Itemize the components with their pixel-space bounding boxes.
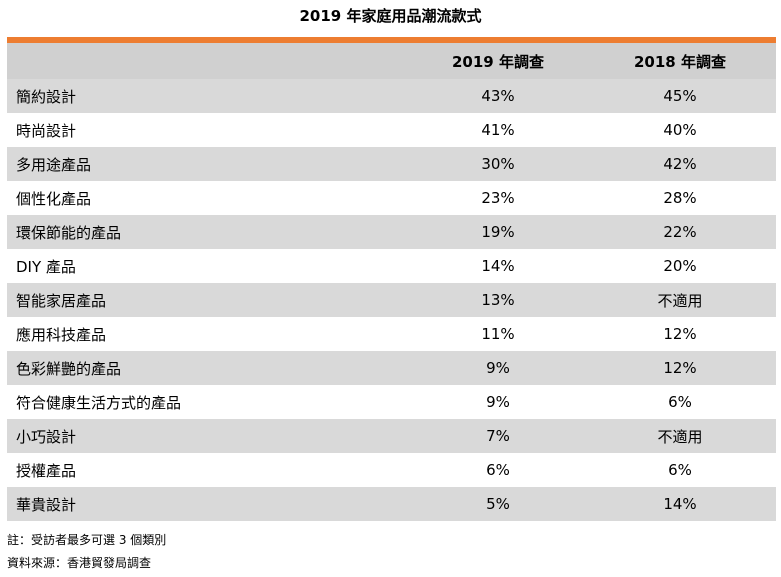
row-label: 智能家居產品 [16, 291, 107, 310]
table-row: 符合健康生活方式的產品 9% 6% [7, 385, 776, 419]
cell-2018: 不適用 [657, 427, 703, 446]
cell-2018: 40% [663, 121, 697, 139]
row-label: 簡約設計 [16, 87, 77, 106]
table-row: 簡約設計 43% 45% [7, 79, 776, 113]
row-label: 符合健康生活方式的產品 [16, 393, 182, 412]
cell-2018: 22% [663, 223, 697, 241]
header-category [7, 43, 412, 79]
row-label: 授權產品 [16, 461, 77, 480]
cell-2019: 6% [486, 461, 510, 479]
header-2019: 2019 年調查 [452, 52, 544, 71]
table-header-row: 2019 年調查 2018 年調查 [7, 43, 776, 79]
cell-2018: 6% [668, 393, 692, 411]
cell-2018: 20% [663, 257, 697, 275]
row-label: 小巧設計 [16, 427, 77, 446]
row-label: 色彩鮮艷的產品 [16, 359, 122, 378]
row-label: DIY 產品 [16, 257, 76, 276]
trend-table: 2019 年調查 2018 年調查 簡約設計 43% 45% 時尚設計 41% 40% 多用… [7, 43, 776, 521]
row-label: 華貴設計 [16, 495, 77, 514]
cell-2019: 9% [486, 359, 510, 377]
table-row: 智能家居產品 13% 不適用 [7, 283, 776, 317]
cell-2018: 42% [663, 155, 697, 173]
table-row: 個性化產品 23% 28% [7, 181, 776, 215]
cell-2018: 14% [663, 495, 697, 513]
cell-2019: 23% [481, 189, 515, 207]
chart-title: 2019 年家庭用品潮流款式 [299, 7, 482, 25]
table-row: 多用途產品 30% 42% [7, 147, 776, 181]
cell-2018: 45% [663, 87, 697, 105]
cell-2019: 19% [481, 223, 515, 241]
table-row: 色彩鮮艷的產品 9% 12% [7, 351, 776, 385]
cell-2019: 13% [481, 291, 515, 309]
cell-2019: 41% [481, 121, 515, 139]
table-row: 授權產品 6% 6% [7, 453, 776, 487]
row-label: 時尚設計 [16, 121, 77, 140]
cell-2018: 28% [663, 189, 697, 207]
row-label: 環保節能的產品 [16, 223, 122, 242]
table-row: DIY 產品 14% 20% [7, 249, 776, 283]
row-label: 應用科技產品 [16, 325, 107, 344]
cell-2018: 12% [663, 359, 697, 377]
table-row: 小巧設計 7% 不適用 [7, 419, 776, 453]
header-2018: 2018 年調查 [634, 52, 726, 71]
cell-2019: 5% [486, 495, 510, 513]
source-note: 資料來源：香港貿發局調查 [7, 556, 152, 570]
cell-2019: 9% [486, 393, 510, 411]
cell-2019: 14% [481, 257, 515, 275]
cell-2018: 6% [668, 461, 692, 479]
cell-2019: 43% [481, 87, 515, 105]
cell-2019: 11% [481, 325, 515, 343]
table-row: 華貴設計 5% 14% [7, 487, 776, 521]
table-row: 應用科技產品 11% 12% [7, 317, 776, 351]
row-label: 多用途產品 [16, 155, 92, 174]
cell-2019: 30% [481, 155, 515, 173]
cell-2018: 不適用 [657, 291, 703, 310]
table-row: 環保節能的產品 19% 22% [7, 215, 776, 249]
footnote: 註：受訪者最多可選 3 個類別 [7, 533, 167, 547]
cell-2018: 12% [663, 325, 697, 343]
table-row: 時尚設計 41% 40% [7, 113, 776, 147]
table-body: 簡約設計 43% 45% 時尚設計 41% 40% 多用途產品 30% 42% 個性化產品 23% 2… [7, 79, 776, 521]
accent-bar [7, 37, 776, 43]
cell-2019: 7% [486, 427, 510, 445]
row-label: 個性化產品 [16, 189, 92, 208]
